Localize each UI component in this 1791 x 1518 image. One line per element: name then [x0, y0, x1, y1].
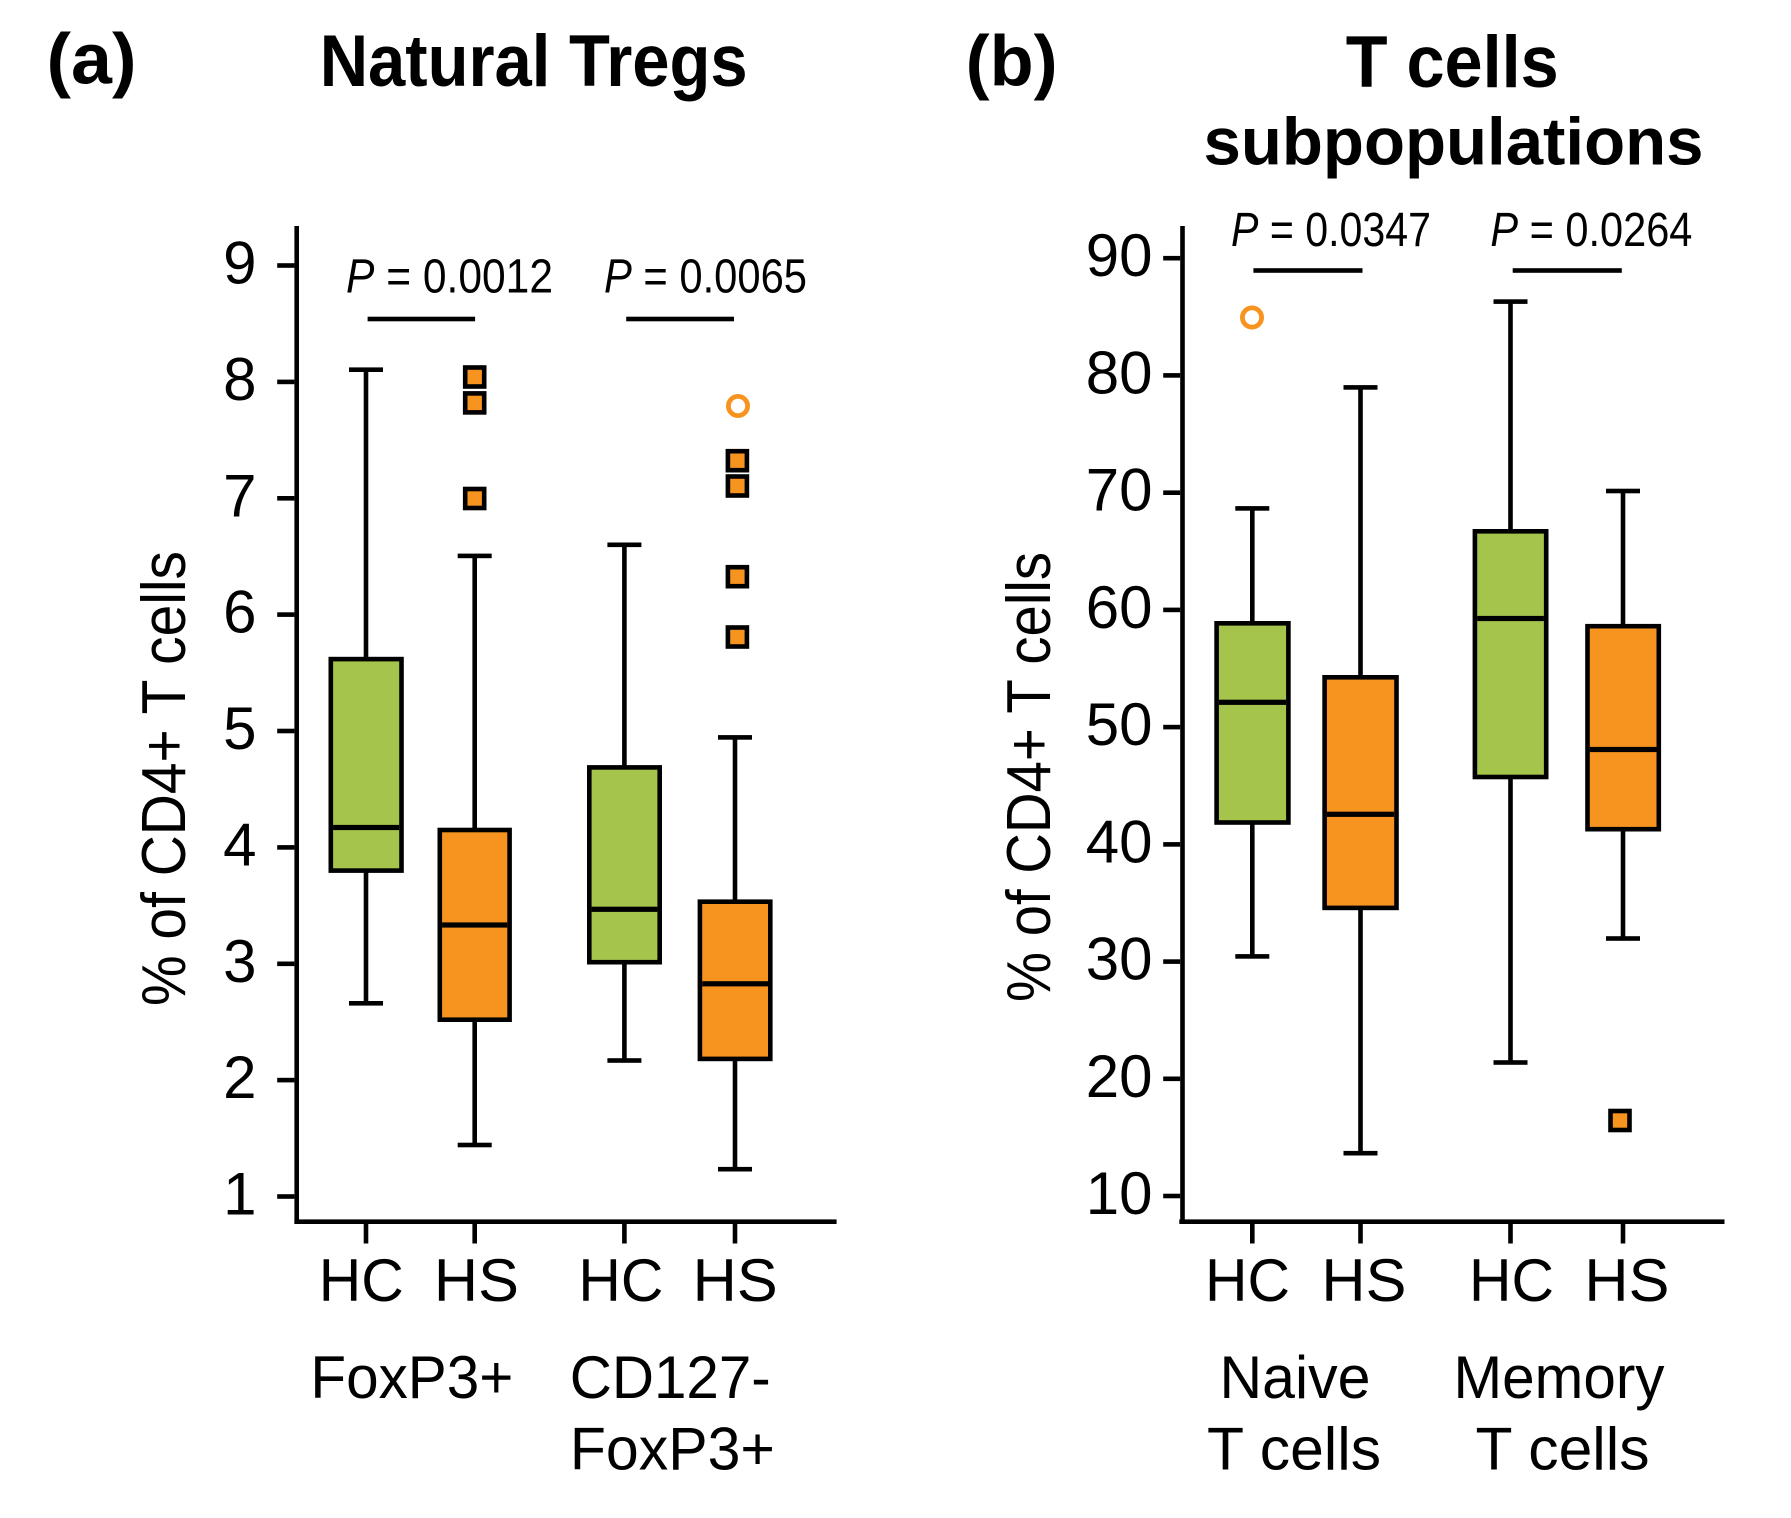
svg-text:% of CD4+ T cells: % of CD4+ T cells — [995, 552, 1064, 1002]
svg-text:30: 30 — [1086, 926, 1153, 993]
svg-text:80: 80 — [1086, 339, 1153, 406]
svg-text:% of CD4+ T cells: % of CD4+ T cells — [130, 551, 199, 1006]
svg-text:T cells: T cells — [1346, 22, 1559, 103]
svg-text:Naive: Naive — [1220, 1344, 1371, 1411]
svg-text:5: 5 — [223, 695, 256, 762]
svg-text:HS: HS — [434, 1247, 519, 1314]
svg-text:P = 0.0264: P = 0.0264 — [1490, 204, 1692, 257]
svg-text:(b): (b) — [966, 22, 1058, 101]
svg-text:FoxP3+: FoxP3+ — [570, 1416, 775, 1483]
svg-text:HC: HC — [578, 1247, 663, 1314]
svg-text:10: 10 — [1086, 1160, 1153, 1227]
svg-text:HS: HS — [1584, 1247, 1669, 1314]
svg-text:HC: HC — [319, 1247, 404, 1314]
svg-text:(a): (a) — [47, 21, 137, 100]
svg-text:P = 0.0065: P = 0.0065 — [604, 250, 807, 303]
svg-text:60: 60 — [1086, 574, 1153, 641]
svg-text:20: 20 — [1086, 1043, 1153, 1110]
svg-text:HC: HC — [1205, 1247, 1290, 1314]
svg-text:70: 70 — [1086, 457, 1153, 524]
svg-text:50: 50 — [1086, 691, 1153, 758]
svg-text:subpopulations: subpopulations — [1204, 104, 1704, 179]
svg-text:1: 1 — [223, 1161, 256, 1228]
svg-text:7: 7 — [223, 462, 256, 529]
svg-text:T cells: T cells — [1476, 1416, 1650, 1483]
svg-text:Memory: Memory — [1454, 1344, 1665, 1411]
svg-text:P = 0.0347: P = 0.0347 — [1231, 204, 1431, 257]
svg-text:HS: HS — [1321, 1247, 1406, 1314]
svg-text:3: 3 — [223, 928, 256, 995]
svg-text:Natural Tregs: Natural Tregs — [320, 21, 748, 102]
svg-text:P = 0.0012: P = 0.0012 — [346, 250, 553, 303]
svg-text:40: 40 — [1086, 808, 1153, 875]
svg-text:8: 8 — [223, 346, 256, 413]
svg-text:CD127-: CD127- — [570, 1344, 771, 1411]
svg-text:FoxP3+: FoxP3+ — [310, 1344, 513, 1411]
svg-text:6: 6 — [223, 579, 256, 646]
svg-text:4: 4 — [223, 811, 256, 878]
svg-text:90: 90 — [1086, 222, 1153, 289]
svg-text:2: 2 — [223, 1044, 256, 1111]
svg-text:T cells: T cells — [1207, 1416, 1381, 1483]
svg-text:HC: HC — [1469, 1247, 1554, 1314]
svg-text:9: 9 — [223, 230, 256, 297]
svg-text:HS: HS — [693, 1247, 778, 1314]
